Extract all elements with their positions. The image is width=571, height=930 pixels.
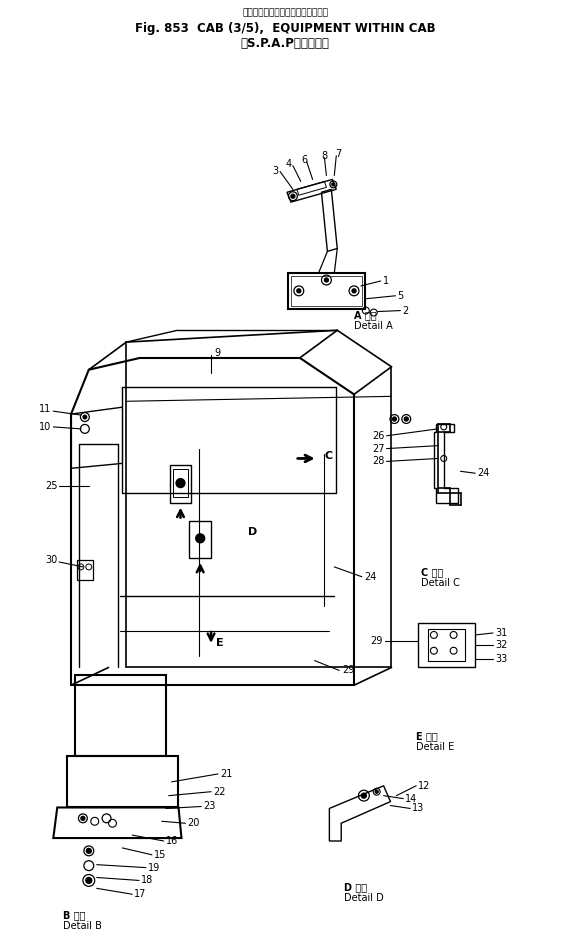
Text: 9: 9 bbox=[214, 348, 220, 358]
Text: 12: 12 bbox=[418, 781, 431, 790]
Bar bbox=[428, 629, 465, 660]
Text: Detail A: Detail A bbox=[354, 322, 393, 331]
Text: 7: 7 bbox=[335, 149, 341, 159]
Text: 24: 24 bbox=[477, 468, 490, 478]
Text: Detail D: Detail D bbox=[344, 893, 384, 903]
Text: C 詳細: C 詳細 bbox=[421, 567, 444, 577]
Bar bbox=[170, 465, 191, 503]
Text: Detail B: Detail B bbox=[63, 921, 102, 930]
Circle shape bbox=[297, 289, 301, 293]
Text: A 詳細: A 詳細 bbox=[354, 311, 377, 321]
Circle shape bbox=[86, 878, 92, 884]
Text: キャブ　　　　キャブ　内　艤　品: キャブ キャブ 内 艤 品 bbox=[242, 7, 328, 17]
Text: 21: 21 bbox=[220, 769, 232, 779]
Text: 30: 30 bbox=[45, 555, 57, 565]
Bar bbox=[75, 675, 166, 756]
Text: 18: 18 bbox=[141, 875, 153, 885]
Circle shape bbox=[332, 183, 335, 186]
Circle shape bbox=[196, 534, 204, 543]
Text: 33: 33 bbox=[495, 654, 507, 664]
Text: 1: 1 bbox=[383, 276, 389, 286]
Text: 32: 32 bbox=[495, 640, 508, 650]
Text: 11: 11 bbox=[39, 405, 51, 414]
Bar bbox=[418, 623, 475, 668]
Circle shape bbox=[176, 479, 185, 487]
Text: B 詳細: B 詳細 bbox=[63, 910, 86, 920]
Text: 29: 29 bbox=[342, 666, 355, 675]
Text: 13: 13 bbox=[412, 804, 424, 814]
Bar bbox=[77, 560, 93, 579]
Circle shape bbox=[83, 416, 87, 418]
Text: Detail C: Detail C bbox=[421, 578, 460, 588]
Text: 20: 20 bbox=[187, 818, 200, 829]
Text: 24: 24 bbox=[364, 572, 376, 582]
Text: E 詳細: E 詳細 bbox=[416, 732, 438, 741]
Circle shape bbox=[352, 289, 356, 293]
Text: 5: 5 bbox=[397, 291, 404, 300]
Circle shape bbox=[291, 194, 295, 198]
Text: 14: 14 bbox=[405, 793, 417, 804]
Text: 2: 2 bbox=[403, 306, 409, 315]
Bar bbox=[67, 756, 178, 807]
Text: 31: 31 bbox=[495, 628, 507, 638]
Text: 28: 28 bbox=[372, 457, 385, 467]
Text: 6: 6 bbox=[301, 154, 308, 165]
Text: Fig. 853  CAB (3/5),  EQUIPMENT WITHIN CAB: Fig. 853 CAB (3/5), EQUIPMENT WITHIN CAB bbox=[135, 21, 435, 34]
Bar bbox=[190, 521, 211, 558]
Text: 10: 10 bbox=[39, 422, 51, 432]
Text: 22: 22 bbox=[213, 787, 226, 797]
Text: 16: 16 bbox=[166, 836, 178, 846]
Text: 23: 23 bbox=[203, 802, 215, 812]
Text: 15: 15 bbox=[154, 850, 166, 860]
Text: 25: 25 bbox=[45, 481, 57, 491]
Circle shape bbox=[375, 790, 378, 793]
Circle shape bbox=[86, 848, 91, 854]
Text: 26: 26 bbox=[372, 431, 385, 441]
Text: 8: 8 bbox=[321, 151, 328, 161]
Text: 4: 4 bbox=[286, 159, 292, 168]
Text: 3: 3 bbox=[272, 166, 278, 176]
Text: D 詳細: D 詳細 bbox=[344, 883, 367, 893]
Circle shape bbox=[392, 417, 396, 421]
Text: 17: 17 bbox=[134, 889, 147, 899]
Bar bbox=[172, 470, 188, 497]
Text: （S.P.A.P装着車用）: （S.P.A.P装着車用） bbox=[240, 37, 329, 50]
Text: Detail E: Detail E bbox=[416, 742, 455, 752]
Circle shape bbox=[361, 793, 367, 798]
Text: D: D bbox=[248, 527, 257, 538]
Circle shape bbox=[81, 817, 85, 820]
Circle shape bbox=[324, 278, 328, 282]
Text: 19: 19 bbox=[148, 863, 160, 872]
Text: C: C bbox=[324, 450, 332, 460]
Text: 29: 29 bbox=[370, 636, 383, 645]
Text: 27: 27 bbox=[372, 444, 385, 454]
Circle shape bbox=[404, 417, 408, 421]
Text: E: E bbox=[216, 638, 224, 648]
